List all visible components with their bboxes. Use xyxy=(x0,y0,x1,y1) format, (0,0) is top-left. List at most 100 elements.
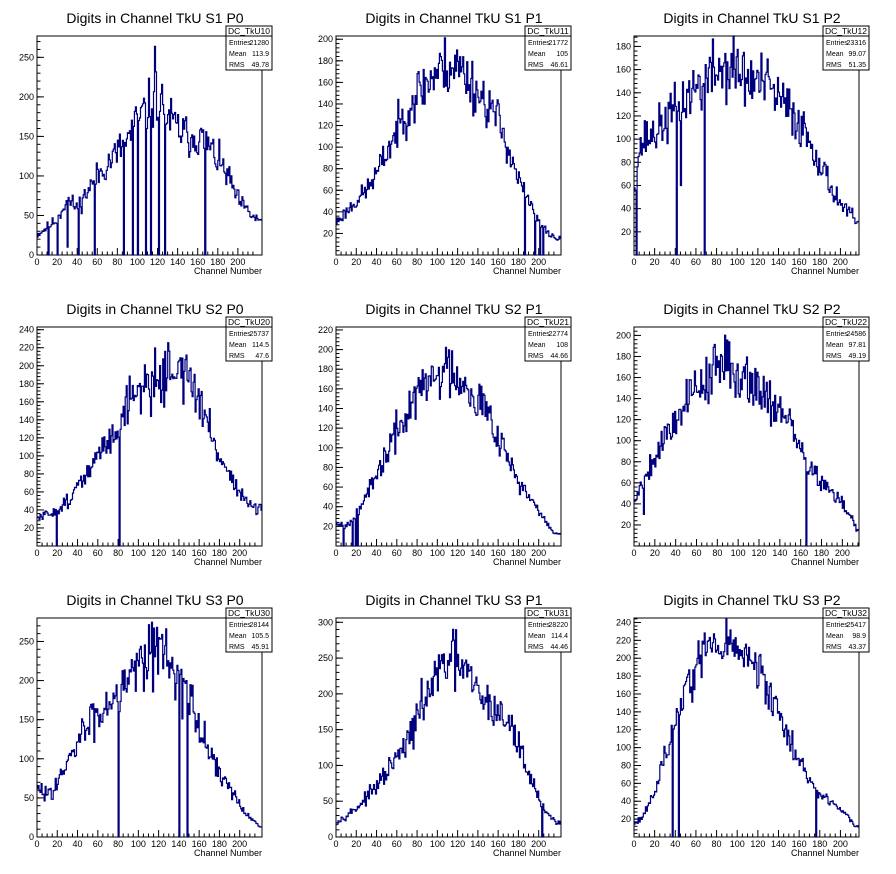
y-tick-label: 220 xyxy=(19,343,34,353)
x-tick-label: 40 xyxy=(372,839,382,849)
y-tick-label: 140 xyxy=(19,415,34,425)
stats-label-entries: Entries xyxy=(229,622,251,629)
x-tick-label: 200 xyxy=(835,548,850,558)
y-tick-label: 60 xyxy=(621,778,631,788)
y-tick-label: 300 xyxy=(318,617,333,627)
x-tick-label: 20 xyxy=(351,548,361,558)
y-tick-label: 40 xyxy=(323,502,333,512)
y-tick-label: 160 xyxy=(616,373,631,383)
y-tick-label: 100 xyxy=(19,451,34,461)
stats-value-entries: 21280 xyxy=(250,40,270,47)
x-tick-label: 140 xyxy=(171,839,186,849)
y-tick-label: 160 xyxy=(318,77,333,87)
y-tick-label: 100 xyxy=(318,443,333,453)
y-tick-label: 120 xyxy=(19,433,34,443)
y-tick-label: 40 xyxy=(323,207,333,217)
stats-value-mean: 114.4 xyxy=(551,633,568,640)
x-tick-label: 180 xyxy=(511,257,526,267)
x-tick-label: 160 xyxy=(491,839,506,849)
y-tick-label: 100 xyxy=(19,171,34,181)
x-tick-label: 120 xyxy=(751,548,766,558)
stats-histogram-name: DC_TkU11 xyxy=(527,26,569,36)
x-tick-label: 180 xyxy=(210,257,225,267)
y-tick-label: 240 xyxy=(19,325,34,335)
y-tick-label: 100 xyxy=(19,754,34,764)
stats-histogram-name: DC_TkU31 xyxy=(527,608,569,618)
x-tick-label: 60 xyxy=(93,839,103,849)
stats-value-entries: 28220 xyxy=(549,622,569,629)
panel-title: Digits in Channel TkU S1 P2 xyxy=(663,10,840,26)
x-tick-label: 20 xyxy=(351,257,361,267)
x-axis-label: Channel Number xyxy=(791,557,859,567)
stats-value-mean: 98.9 xyxy=(852,633,866,640)
x-tick-label: 160 xyxy=(190,257,205,267)
x-axis-label: Channel Number xyxy=(791,848,859,858)
x-tick-label: 100 xyxy=(131,839,146,849)
histogram-panel: Digits in Channel TkU S3 P2 0 20 40 60 80 100 1… xyxy=(616,592,870,858)
histogram-panel: Digits in Channel TkU S1 P0 0 20 40 60 80 100 1… xyxy=(19,10,273,276)
x-tick-label: 100 xyxy=(430,257,445,267)
stats-value-rms: 49.78 xyxy=(251,62,269,69)
x-tick-label: 0 xyxy=(34,548,39,558)
y-tick-label: 80 xyxy=(621,157,631,167)
stats-histogram-name: DC_TkU22 xyxy=(825,317,867,327)
x-tick-label: 140 xyxy=(170,257,185,267)
stats-value-mean: 105.5 xyxy=(251,633,269,640)
stats-value-rms: 46.61 xyxy=(550,62,568,69)
x-tick-label: 80 xyxy=(113,548,123,558)
stats-value-entries: 23316 xyxy=(847,40,867,47)
plot-frame xyxy=(633,35,860,256)
panel-title: Digits in Channel TkU S1 P0 xyxy=(66,10,243,26)
y-tick-label: 180 xyxy=(616,41,631,51)
y-tick-label: 200 xyxy=(616,330,631,340)
stats-value-mean: 97.81 xyxy=(848,342,866,349)
stats-label-rms: RMS xyxy=(528,62,544,69)
stats-label-mean: Mean xyxy=(229,633,247,640)
stats-label-rms: RMS xyxy=(528,353,544,360)
panel-title: Digits in Channel TkU S2 P1 xyxy=(365,301,542,317)
plot-frame xyxy=(335,617,562,838)
stats-value-entries: 22774 xyxy=(549,331,569,338)
x-tick-label: 120 xyxy=(150,257,165,267)
x-axis-label: Channel Number xyxy=(493,557,561,567)
x-tick-label: 160 xyxy=(491,257,506,267)
y-tick-label: 60 xyxy=(323,185,333,195)
x-tick-label: 60 xyxy=(93,548,103,558)
stats-label-entries: Entries xyxy=(826,40,848,47)
y-tick-label: 160 xyxy=(616,65,631,75)
stats-value-entries: 21772 xyxy=(549,40,569,47)
y-tick-label: 0 xyxy=(29,832,34,842)
y-tick-label: 60 xyxy=(323,482,333,492)
stats-value-rms: 45.91 xyxy=(251,644,269,651)
y-tick-label: 140 xyxy=(318,99,333,109)
x-tick-label: 120 xyxy=(450,257,465,267)
y-tick-label: 160 xyxy=(616,689,631,699)
x-tick-label: 160 xyxy=(793,548,808,558)
x-axis-label: Channel Number xyxy=(493,848,561,858)
y-tick-label: 40 xyxy=(621,204,631,214)
stats-label-mean: Mean xyxy=(528,51,546,58)
stats-value-rms: 44.46 xyxy=(550,644,568,651)
x-tick-label: 180 xyxy=(511,839,526,849)
histogram-line xyxy=(37,621,262,838)
y-tick-label: 80 xyxy=(621,760,631,770)
x-tick-label: 60 xyxy=(691,548,701,558)
x-tick-label: 20 xyxy=(52,257,62,267)
x-tick-label: 80 xyxy=(712,839,722,849)
x-tick-label: 40 xyxy=(372,257,382,267)
panel-title: Digits in Channel TkU S3 P1 xyxy=(365,592,542,608)
y-tick-label: 140 xyxy=(616,88,631,98)
stats-value-rms: 44.66 xyxy=(550,353,568,360)
x-axis-label: Channel Number xyxy=(493,266,561,276)
x-tick-label: 140 xyxy=(470,839,485,849)
x-tick-label: 120 xyxy=(450,839,465,849)
x-tick-label: 180 xyxy=(814,548,829,558)
y-tick-label: 200 xyxy=(616,653,631,663)
stats-histogram-name: DC_TkU21 xyxy=(527,317,569,327)
histogram-panel: Digits in Channel TkU S1 P1 0 20 40 60 80 100 1… xyxy=(318,10,572,276)
x-tick-label: 60 xyxy=(392,548,402,558)
y-tick-label: 180 xyxy=(616,351,631,361)
panel-title: Digits in Channel TkU S3 P0 xyxy=(66,592,243,608)
panel-title: Digits in Channel TkU S2 P2 xyxy=(663,301,840,317)
